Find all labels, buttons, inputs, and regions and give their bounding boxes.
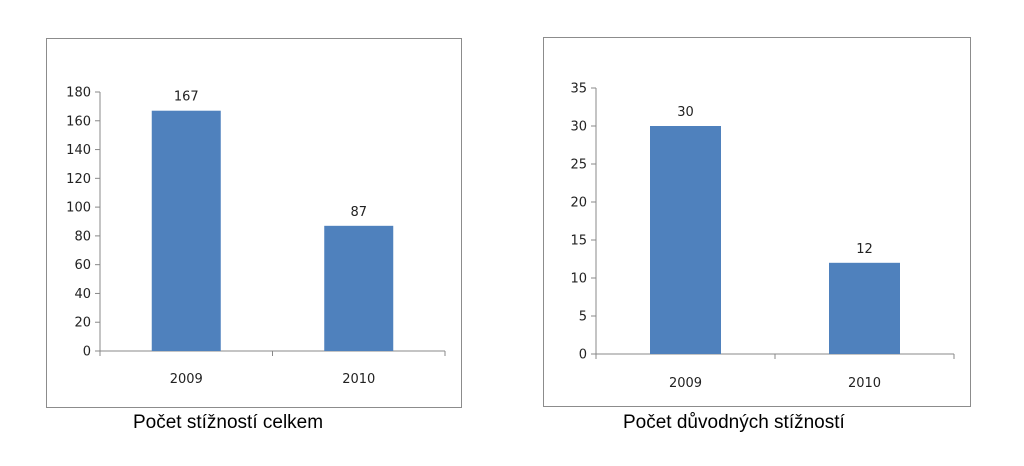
x-tick-label-2009: 2009 — [669, 376, 702, 391]
y-tick-label: 160 — [66, 114, 91, 129]
data-label-2009: 167 — [174, 90, 199, 105]
y-tick-label: 120 — [66, 172, 91, 187]
x-tick-label-2010: 2010 — [848, 376, 881, 391]
y-tick-label: 80 — [74, 229, 91, 244]
bar-2010 — [829, 262, 900, 354]
y-tick-label: 140 — [66, 143, 91, 158]
bar-2010 — [324, 225, 394, 351]
bar-chart-total: 0 20 40 60 80 100 120 140 160 180 167 2009 87 2010 — [66, 86, 446, 387]
bar-chart-justified: 0 5 10 15 20 25 30 35 30 2009 12 2010 — [570, 82, 955, 391]
x-tick-label-2009: 2009 — [170, 372, 203, 387]
y-tick-label: 40 — [74, 287, 91, 302]
y-tick-label: 0 — [83, 345, 91, 360]
y-tick-label: 0 — [579, 348, 587, 363]
chart-caption-total: Počet stížností celkem — [133, 412, 324, 433]
y-tick-label: 5 — [579, 310, 587, 325]
y-tick-label: 35 — [570, 82, 587, 97]
y-tick-label: 180 — [66, 86, 91, 101]
chart-justified-complaints: 0 5 10 15 20 25 30 35 30 2009 12 2010 — [543, 37, 971, 407]
y-tick-label: 20 — [570, 196, 587, 211]
y-tick-label: 15 — [570, 234, 587, 249]
chart-total-complaints: 0 20 40 60 80 100 120 140 160 180 167 2009 87 2010 — [46, 38, 462, 408]
x-tick-label-2010: 2010 — [342, 372, 375, 387]
y-tick-label: 10 — [570, 272, 587, 287]
y-tick-label: 25 — [570, 158, 587, 173]
y-tick-label: 100 — [66, 201, 91, 216]
y-tick-label: 60 — [74, 258, 91, 273]
chart-caption-justified: Počet důvodných stížností — [623, 412, 845, 433]
y-tick-label: 30 — [570, 120, 587, 135]
bar-2009 — [151, 110, 221, 351]
data-label-2009: 30 — [677, 105, 694, 120]
data-label-2010: 87 — [350, 205, 367, 220]
data-label-2010: 12 — [856, 242, 873, 257]
y-tick-label: 20 — [74, 316, 91, 331]
bar-2009 — [650, 126, 721, 354]
